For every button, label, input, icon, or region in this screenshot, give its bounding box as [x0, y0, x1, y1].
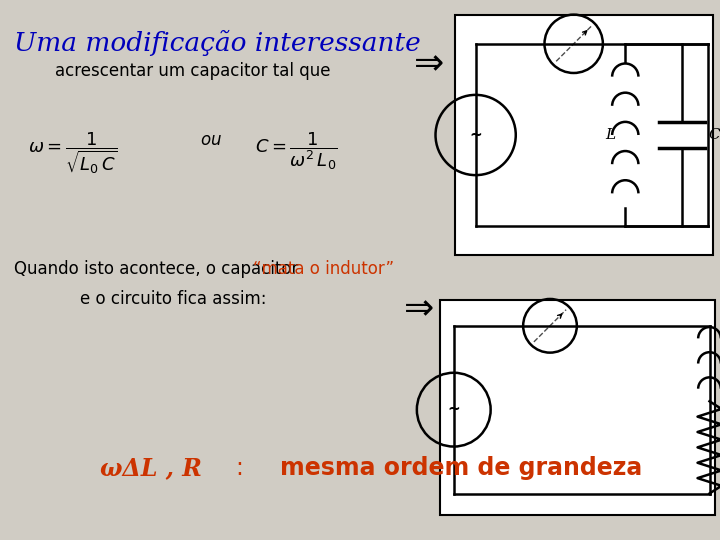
Text: acrescentar um capacitor tal que: acrescentar um capacitor tal que	[55, 62, 330, 80]
Text: Quando isto acontece, o capacitor: Quando isto acontece, o capacitor	[14, 260, 304, 278]
Text: Uma modificação interessante: Uma modificação interessante	[14, 30, 420, 56]
Text: ~: ~	[447, 402, 460, 417]
FancyBboxPatch shape	[440, 300, 715, 515]
Text: ωΔL , R: ωΔL , R	[100, 456, 202, 480]
Text: $ou$: $ou$	[200, 132, 222, 149]
Text: $\Rightarrow$: $\Rightarrow$	[406, 45, 444, 79]
Text: $C = \dfrac{1}{\omega^2\, L_0}$: $C = \dfrac{1}{\omega^2\, L_0}$	[255, 130, 338, 172]
FancyBboxPatch shape	[455, 15, 713, 255]
Text: “mata o indutor”: “mata o indutor”	[253, 260, 394, 278]
Text: :: :	[235, 456, 243, 480]
Text: mesma ordem de grandeza: mesma ordem de grandeza	[280, 456, 642, 480]
Text: ~: ~	[469, 127, 482, 143]
Text: C: C	[708, 128, 720, 142]
Text: $\Rightarrow$: $\Rightarrow$	[396, 290, 433, 324]
Text: L: L	[605, 128, 616, 142]
Text: $\omega = \dfrac{1}{\sqrt{L_0\, C}}$: $\omega = \dfrac{1}{\sqrt{L_0\, C}}$	[28, 130, 118, 176]
Text: e o circuito fica assim:: e o circuito fica assim:	[80, 290, 266, 308]
